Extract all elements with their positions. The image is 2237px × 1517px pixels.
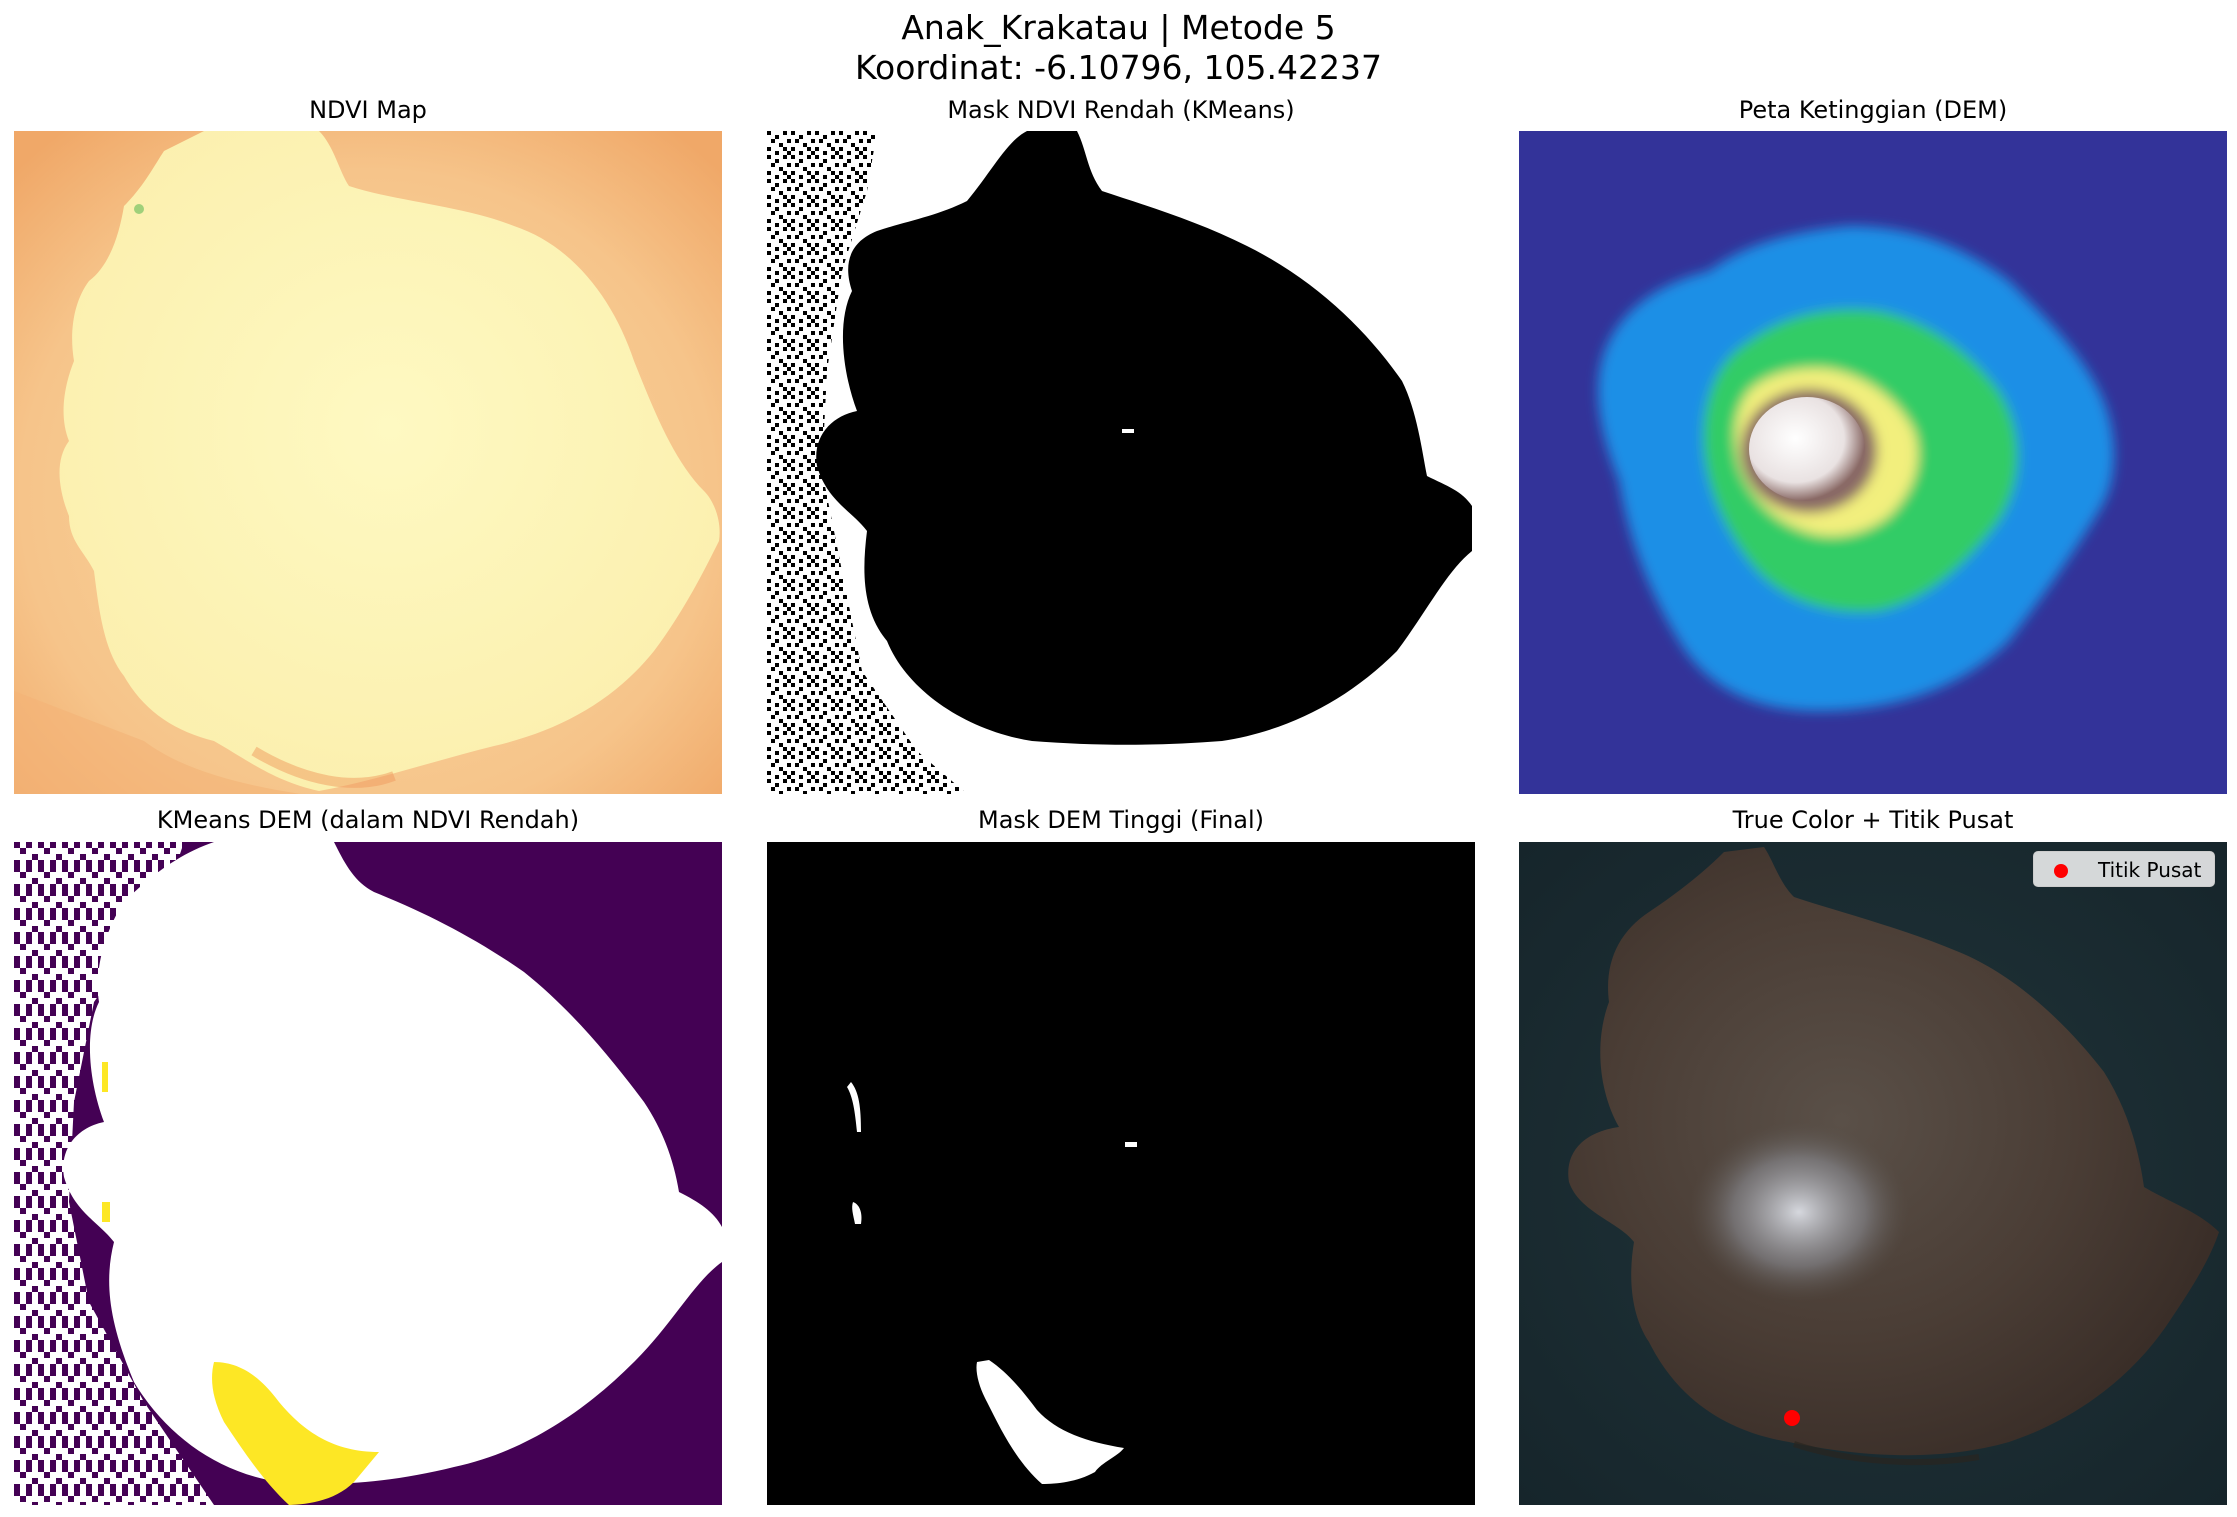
mask-ndvi-image xyxy=(767,131,1475,794)
legend-marker-icon xyxy=(2054,864,2068,878)
legend-label: Titik Pusat xyxy=(2098,858,2202,882)
panel-title-dem: Peta Ketinggian (DEM) xyxy=(1738,96,2008,124)
center-point-marker xyxy=(1784,1410,1800,1426)
legend: Titik Pusat xyxy=(2033,851,2215,887)
figure-title: Anak_Krakatau | Metode 5 xyxy=(901,8,1336,47)
mask-dem-image xyxy=(767,842,1475,1505)
panel-title-kmeans-dem: KMeans DEM (dalam NDVI Rendah) xyxy=(156,806,580,834)
kmeans-dem-image xyxy=(14,842,722,1505)
panel-title-mask-dem: Mask DEM Tinggi (Final) xyxy=(977,806,1265,834)
panel-title-ndvi: NDVI Map xyxy=(309,96,427,124)
dem-map-image xyxy=(1519,131,2227,794)
ndvi-map-image xyxy=(14,131,722,794)
true-color-image xyxy=(1519,842,2227,1505)
figure-subtitle: Koordinat: -6.10796, 105.42237 xyxy=(855,48,1382,87)
panel-title-true-color: True Color + Titik Pusat xyxy=(1732,806,2014,834)
panel-title-mask-ndvi: Mask NDVI Rendah (KMeans) xyxy=(947,96,1295,124)
